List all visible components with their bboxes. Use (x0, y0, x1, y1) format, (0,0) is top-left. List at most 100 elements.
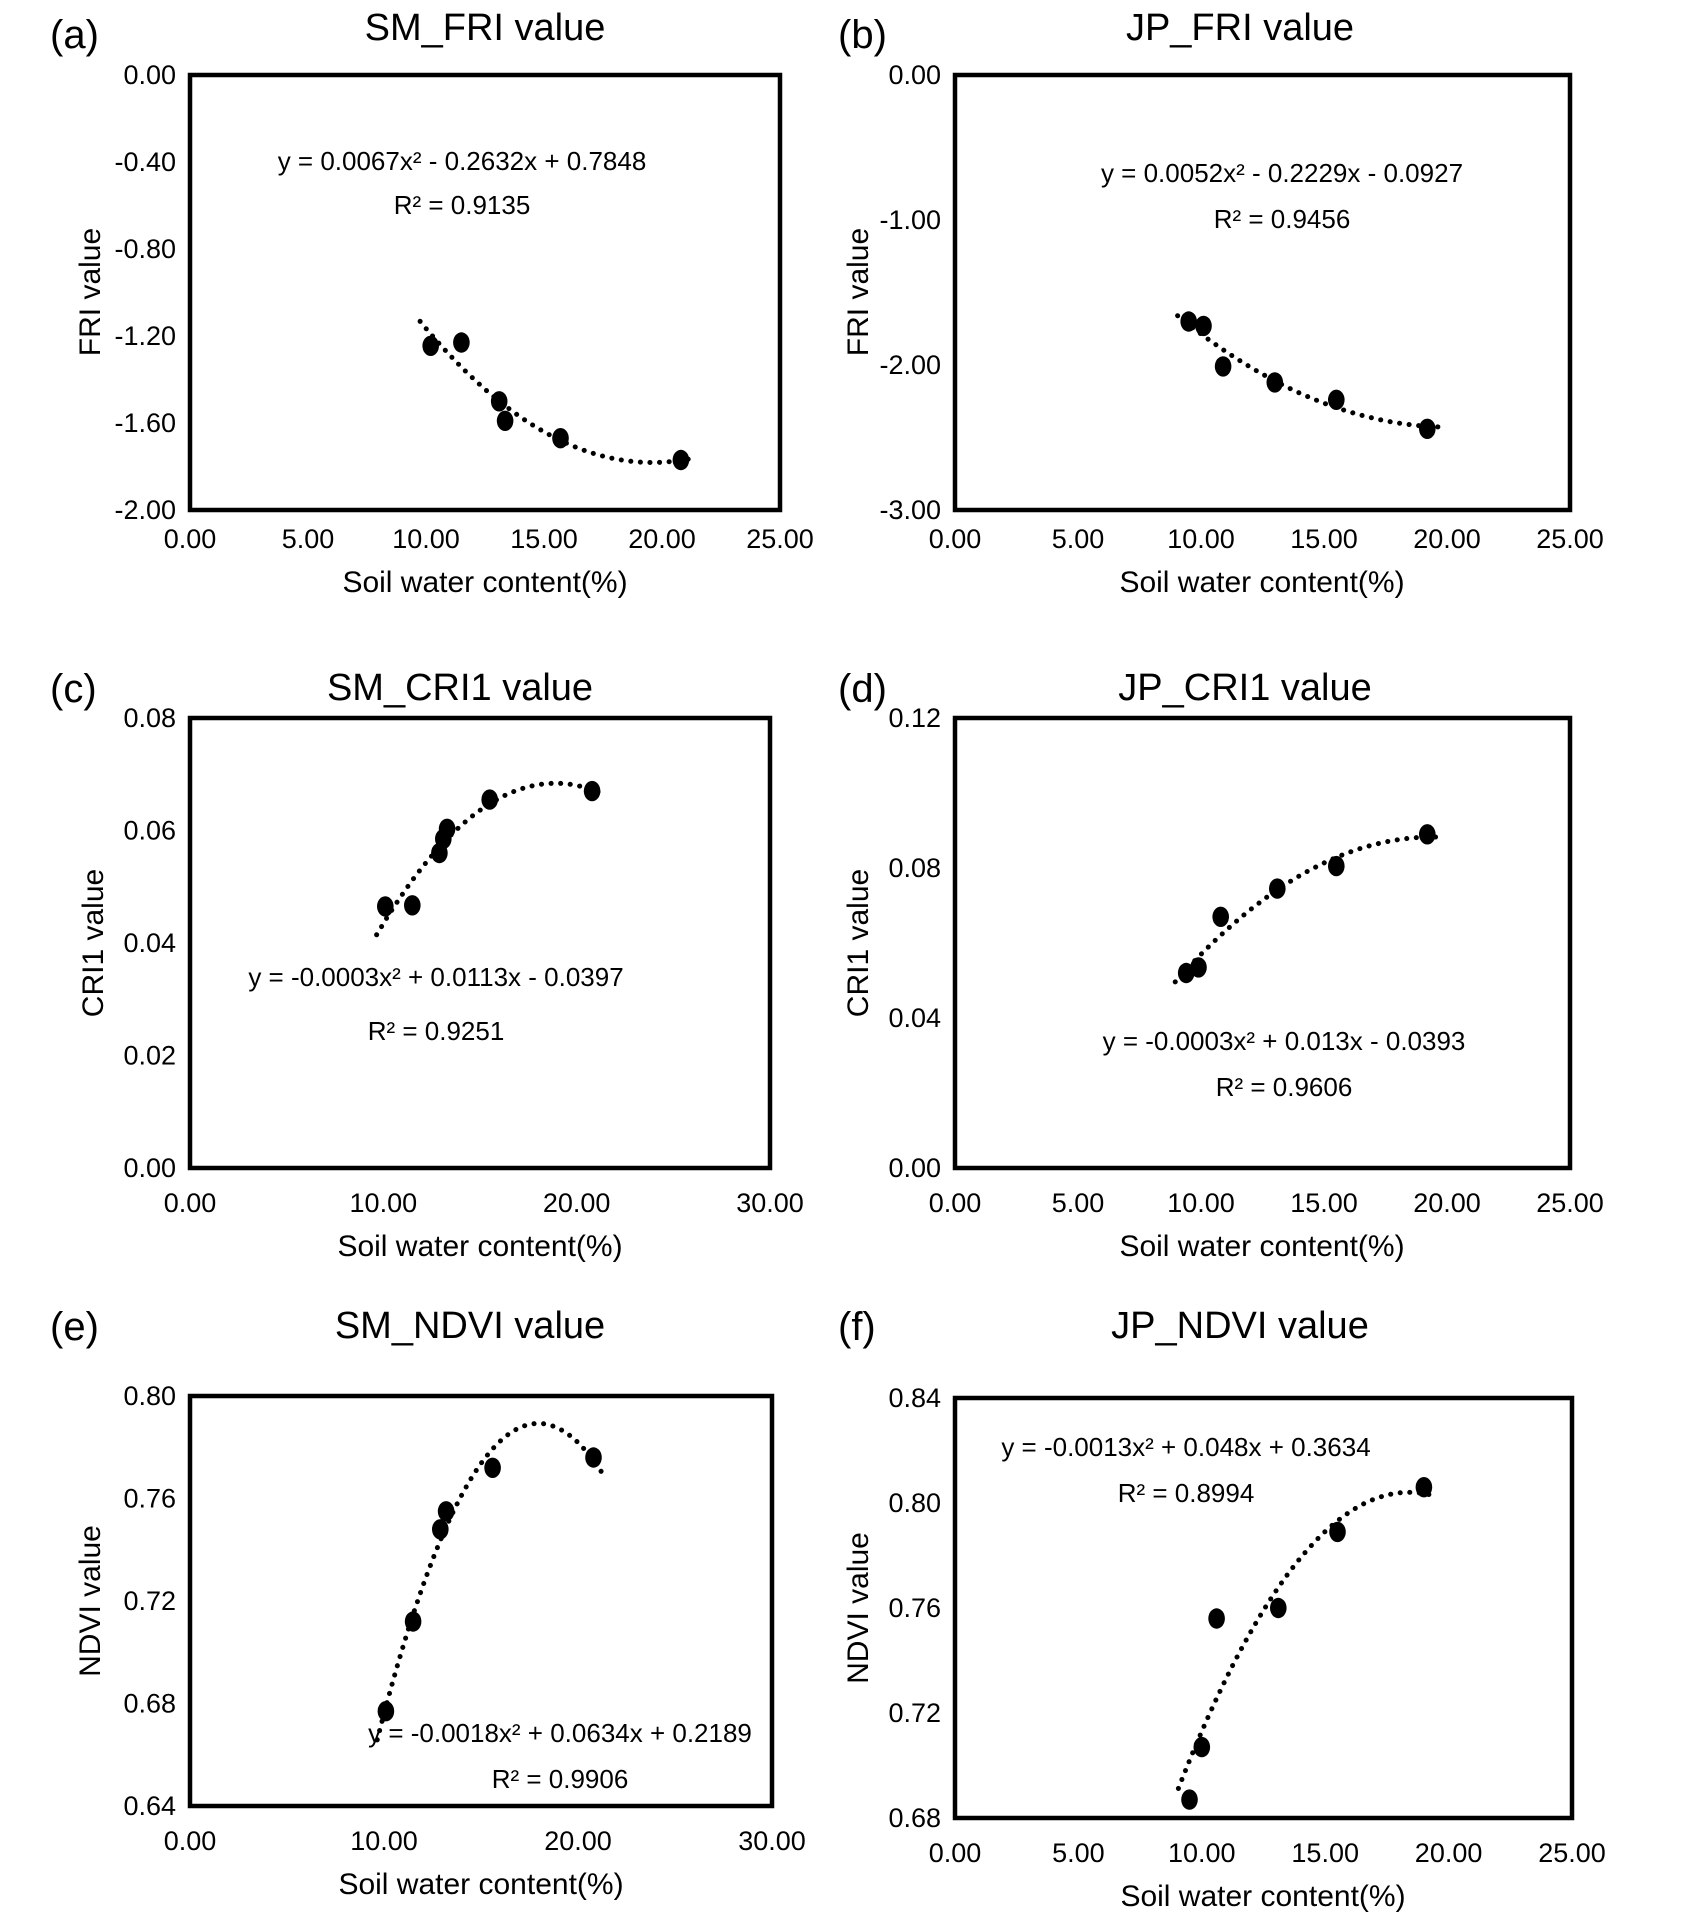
data-point (437, 1501, 455, 1522)
x-axis-label: Soil water content(%) (1119, 1230, 1404, 1263)
data-point (1329, 1521, 1346, 1543)
y-tick-label: 0.08 (888, 853, 941, 883)
y-tick-label: 0.84 (888, 1383, 941, 1413)
x-tick-label: 25.00 (1536, 524, 1604, 554)
data-point (1328, 855, 1345, 877)
x-tick-label: 5.00 (1052, 1188, 1105, 1218)
data-point (453, 332, 470, 353)
x-tick-label: 20.00 (1413, 1188, 1481, 1218)
x-tick-label: 10.00 (1167, 524, 1235, 554)
y-tick-label: -2.00 (114, 495, 176, 525)
y-tick-label: 0.80 (123, 1381, 176, 1411)
data-point (438, 818, 456, 839)
y-axis-label: CRI1 value (842, 869, 875, 1017)
panel-letter: (f) (838, 1305, 876, 1349)
chart-title: SM_NDVI value (335, 1305, 605, 1347)
data-point (1180, 311, 1197, 332)
data-point (481, 789, 499, 810)
y-tick-label: 0.08 (123, 703, 176, 733)
x-tick-label: 10.00 (1168, 1838, 1236, 1868)
data-point (1270, 1597, 1287, 1619)
y-tick-label: 0.64 (123, 1791, 176, 1821)
data-point (432, 1519, 449, 1540)
x-tick-label: 15.00 (510, 524, 578, 554)
x-tick-label: 30.00 (738, 1826, 806, 1856)
data-point (1190, 957, 1207, 978)
r-squared-label: R² = 0.9906 (492, 1764, 629, 1794)
data-point (1208, 1608, 1225, 1629)
panel-letter: (a) (50, 13, 99, 57)
data-point (1193, 1736, 1211, 1758)
x-tick-label: 15.00 (1290, 524, 1358, 554)
data-point (1212, 906, 1229, 927)
trend-equation: y = 0.0052x² - 0.2229x - 0.0927 (1101, 158, 1463, 188)
y-tick-label: 0.02 (123, 1041, 176, 1071)
data-point (552, 428, 569, 449)
y-tick-label: 0.12 (888, 703, 941, 733)
data-point (1419, 824, 1436, 845)
panel-letter: (b) (838, 13, 887, 57)
x-tick-label: 10.00 (350, 1826, 418, 1856)
x-tick-label: 5.00 (1052, 524, 1105, 554)
x-tick-label: 30.00 (736, 1188, 804, 1218)
y-tick-label: -0.80 (114, 234, 176, 264)
y-axis-label: NDVI value (842, 1532, 875, 1684)
data-point (1195, 315, 1212, 337)
data-point (1415, 1477, 1433, 1498)
data-point (1214, 356, 1232, 377)
data-point (1181, 1789, 1198, 1810)
y-tick-label: 0.00 (888, 60, 941, 90)
x-tick-label: 0.00 (164, 524, 217, 554)
data-point (672, 449, 690, 471)
chart-title: JP_CRI1 value (1118, 667, 1371, 709)
y-tick-label: 0.72 (123, 1586, 176, 1616)
y-tick-label: 0.00 (123, 60, 176, 90)
x-tick-label: 25.00 (1536, 1188, 1604, 1218)
y-tick-label: 0.76 (888, 1593, 941, 1623)
y-tick-label: 0.72 (888, 1698, 941, 1728)
x-tick-label: 20.00 (628, 524, 696, 554)
panel-e: (e) SM_NDVI value NDVI value Soil water con… (50, 1305, 806, 1901)
plot-frame (187, 1393, 775, 1809)
y-axis-label: FRI value (74, 228, 107, 356)
chart-title: SM_CRI1 value (327, 667, 593, 709)
x-axis-label: Soil water content(%) (342, 566, 627, 599)
panel-b: (b) JP_FRI value FRI value Soil water conte… (838, 7, 1604, 599)
data-point (422, 335, 440, 356)
x-tick-label: 20.00 (1415, 1838, 1483, 1868)
r-squared-label: R² = 0.9606 (1216, 1072, 1353, 1102)
y-tick-label: -1.60 (114, 408, 176, 438)
data-point (490, 391, 508, 412)
x-axis-label: Soil water content(%) (1119, 566, 1404, 599)
data-point (404, 895, 421, 916)
x-tick-label: 15.00 (1290, 1188, 1358, 1218)
trend-equation: y = 0.0067x² - 0.2632x + 0.7848 (278, 146, 647, 176)
panel-c: (c) SM_CRI1 value CRI1 value Soil water con… (50, 667, 804, 1263)
x-tick-label: 15.00 (1291, 1838, 1359, 1868)
trend-line (1175, 1489, 1438, 1791)
x-tick-label: 5.00 (1052, 1838, 1105, 1868)
y-tick-label: 0.00 (123, 1153, 176, 1183)
x-tick-label: 25.00 (746, 524, 814, 554)
y-axis-label: FRI value (842, 228, 875, 356)
plot-frame (952, 715, 1573, 1171)
panel-a: (a) SM_FRI value FRI value Soil water conte… (50, 7, 814, 599)
data-point (377, 1701, 395, 1722)
x-axis-label: Soil water content(%) (1120, 1880, 1405, 1913)
data-point (377, 896, 394, 917)
x-tick-label: 20.00 (544, 1826, 612, 1856)
trend-line (1175, 313, 1441, 430)
y-tick-label: 0.00 (888, 1153, 941, 1183)
x-tick-label: 10.00 (392, 524, 460, 554)
trend-equation: y = -0.0003x² + 0.0113x - 0.0397 (248, 962, 623, 992)
y-tick-label: 0.68 (888, 1803, 941, 1833)
data-point (496, 410, 514, 431)
y-axis-label: NDVI value (74, 1525, 107, 1677)
data-point (1266, 372, 1284, 393)
plot-frame (952, 72, 1573, 513)
trend-line (1172, 834, 1441, 985)
plot-frame (187, 72, 783, 513)
y-tick-label: -0.40 (114, 147, 176, 177)
y-tick-label: -1.00 (879, 205, 941, 235)
